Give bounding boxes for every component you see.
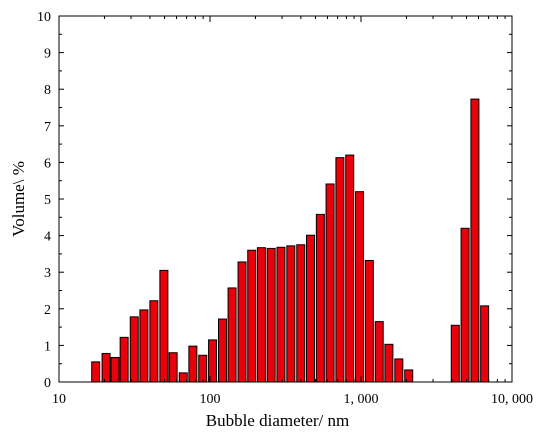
bar	[237, 261, 247, 383]
bar	[296, 244, 306, 383]
y-tick-label: 1	[44, 339, 51, 354]
bar	[374, 321, 384, 383]
bar	[364, 259, 374, 383]
y-axis-title: Volume\ %	[9, 161, 28, 237]
bar	[286, 245, 296, 383]
y-tick-label: 6	[44, 156, 51, 171]
y-tick-label: 0	[44, 376, 51, 391]
y-tick-label: 8	[44, 83, 51, 98]
y-tick-label: 5	[44, 193, 51, 208]
bar	[119, 336, 129, 383]
y-tick-label: 2	[44, 303, 51, 318]
bar	[450, 324, 460, 383]
bar	[227, 287, 237, 383]
bar	[178, 372, 188, 383]
bars-group	[91, 98, 490, 383]
bar	[355, 191, 365, 383]
bar	[480, 305, 490, 383]
bar	[139, 309, 149, 383]
bar	[198, 354, 208, 383]
bar	[101, 352, 111, 383]
bar	[404, 369, 414, 383]
bar	[470, 98, 480, 383]
y-tick-label: 10	[37, 10, 51, 25]
x-tick-label: 1, 000	[344, 392, 379, 407]
x-tick-label: 10	[52, 392, 66, 407]
bar	[335, 157, 345, 383]
bar	[384, 343, 394, 383]
bar	[345, 154, 355, 383]
bar	[218, 318, 227, 383]
bar	[168, 352, 178, 383]
x-tick-label: 100	[200, 392, 221, 407]
bar	[110, 356, 120, 383]
y-tick-label: 3	[44, 266, 51, 281]
bar	[91, 361, 101, 383]
bar	[394, 358, 404, 383]
bar	[266, 247, 276, 383]
bar	[460, 227, 470, 383]
bar	[149, 300, 159, 383]
y-tick-label: 7	[44, 120, 51, 135]
y-tick-label: 4	[44, 230, 51, 245]
bar	[208, 339, 218, 383]
bar	[325, 183, 335, 383]
bar	[129, 316, 139, 383]
bar	[306, 234, 315, 383]
bar	[276, 246, 286, 383]
bar	[159, 269, 169, 383]
x-axis-title: Bubble diameter/ nm	[206, 411, 350, 430]
bar	[256, 247, 266, 383]
y-tick-label: 9	[44, 47, 51, 62]
x-axis: 10 100 1, 000 10, 000	[52, 16, 533, 407]
y-axis: 0 1 2 3 4 5 6 7 8 9 10	[37, 10, 512, 391]
x-tick-label: 10, 000	[491, 392, 533, 407]
bar	[188, 345, 198, 383]
bar	[315, 213, 325, 383]
bar	[247, 249, 257, 383]
plot-frame	[58, 15, 513, 383]
